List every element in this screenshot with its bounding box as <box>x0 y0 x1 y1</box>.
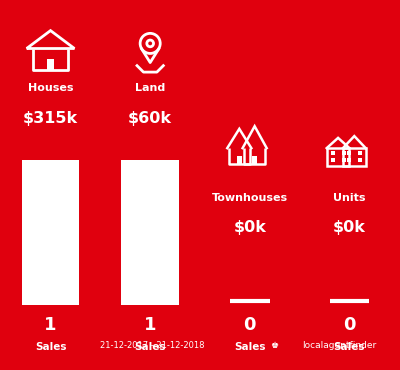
Text: Land: Land <box>135 83 165 93</box>
Text: Sales: Sales <box>134 342 166 352</box>
Text: Sales: Sales <box>35 342 66 352</box>
Bar <box>327 148 350 166</box>
Text: $60k: $60k <box>128 111 172 126</box>
Bar <box>343 148 366 166</box>
Bar <box>47 58 54 70</box>
Text: $0k: $0k <box>333 221 366 235</box>
Bar <box>331 151 334 155</box>
Bar <box>342 158 346 162</box>
Bar <box>347 151 351 155</box>
Text: Sales: Sales <box>334 342 365 352</box>
Text: $315k: $315k <box>23 111 78 126</box>
Bar <box>347 158 351 162</box>
Bar <box>331 158 334 162</box>
Text: localagentfinder: localagentfinder <box>302 341 377 350</box>
Bar <box>22 160 80 305</box>
Bar <box>358 158 362 162</box>
Text: Houses: Houses <box>28 83 73 93</box>
Text: ♚: ♚ <box>270 341 278 350</box>
Text: Townhouses: Townhouses <box>212 193 288 203</box>
Bar <box>342 151 346 155</box>
Bar <box>358 151 362 155</box>
Text: 21-12-2017 - 21-12-2018: 21-12-2017 - 21-12-2018 <box>100 341 204 350</box>
Text: Units: Units <box>333 193 366 203</box>
Bar <box>252 156 257 164</box>
FancyBboxPatch shape <box>267 330 302 362</box>
Text: 0: 0 <box>343 316 356 334</box>
Text: $0k: $0k <box>233 221 266 235</box>
Bar <box>237 156 242 164</box>
Text: 1: 1 <box>144 316 156 334</box>
Text: Sales: Sales <box>234 342 266 352</box>
Text: 0: 0 <box>244 316 256 334</box>
Text: 1: 1 <box>44 316 57 334</box>
Bar <box>121 160 179 305</box>
